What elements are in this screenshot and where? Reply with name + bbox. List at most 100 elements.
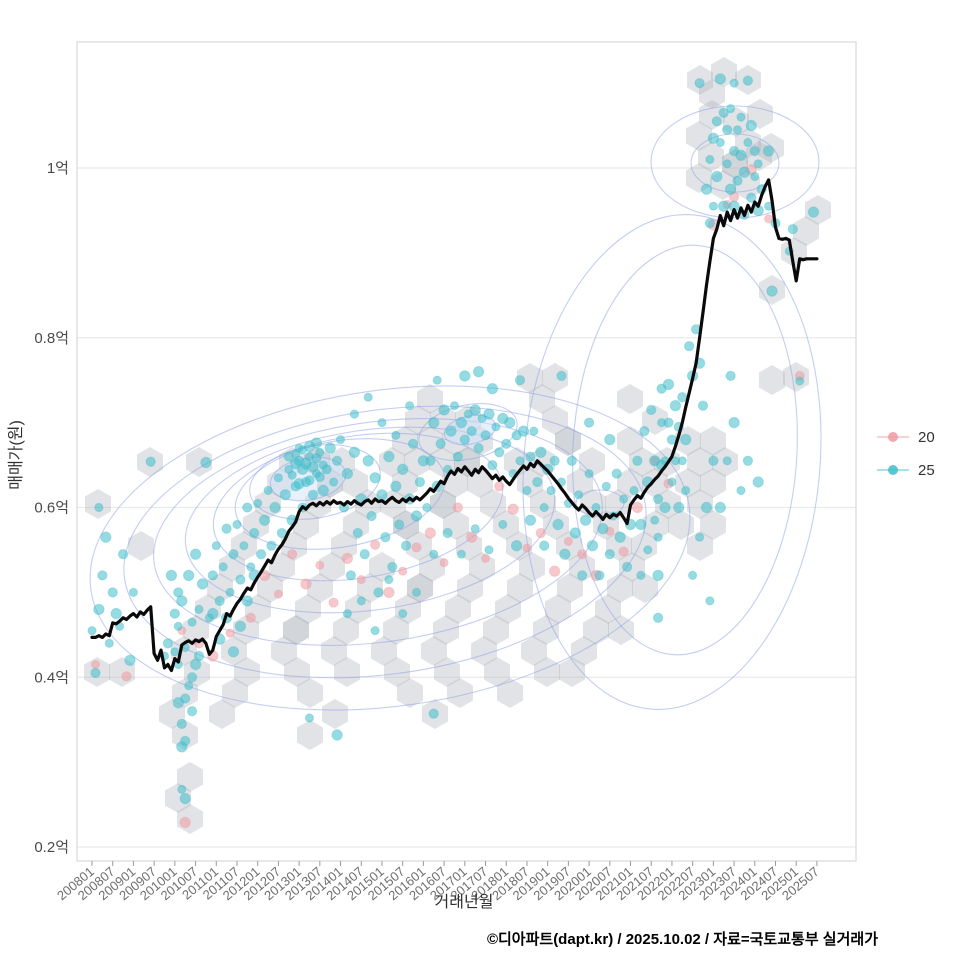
- scatter-point: [525, 451, 536, 462]
- scatter-point: [117, 549, 129, 560]
- hexbin-cell: [507, 573, 533, 603]
- scatter-point: [577, 570, 588, 581]
- kde-contour: [418, 403, 518, 461]
- kde-contour: [153, 418, 603, 646]
- scatter-point: [384, 575, 394, 585]
- scatter-point: [369, 472, 381, 484]
- legend-item-20: 20: [877, 429, 935, 446]
- hexbin-cell: [632, 573, 658, 603]
- scatter-point: [514, 375, 526, 386]
- scatter-point: [269, 501, 281, 514]
- scatter-point: [707, 132, 720, 145]
- scatter-point: [225, 628, 235, 638]
- scatter-point: [695, 532, 705, 542]
- scatter-point: [452, 451, 464, 462]
- hexbin-cell: [293, 510, 319, 540]
- scatter-point: [532, 476, 543, 488]
- scatter-point: [711, 170, 723, 183]
- scatter-point: [324, 442, 336, 454]
- scatter-point: [287, 470, 297, 480]
- hexbin-cell: [542, 363, 568, 393]
- hexbin-cell: [569, 552, 595, 582]
- scatter-point: [688, 570, 698, 581]
- scatter-point: [263, 485, 273, 496]
- hexbin-cell: [421, 636, 447, 666]
- scatter-point: [745, 119, 757, 132]
- scatter-point: [680, 433, 692, 446]
- hexbin-cell: [617, 426, 643, 456]
- hexbin-cell: [545, 594, 571, 624]
- scatter-point: [221, 523, 232, 534]
- scatter-point: [187, 617, 197, 627]
- hexbin-cell: [284, 657, 310, 687]
- scatter-point: [362, 455, 374, 467]
- scatter-point: [714, 501, 726, 514]
- scatter-point: [667, 477, 677, 487]
- hexbin-cell: [321, 636, 347, 666]
- scatter-point: [422, 502, 432, 513]
- scatter-point: [196, 578, 209, 590]
- scatter-point: [529, 426, 539, 436]
- scatter-point: [300, 578, 312, 590]
- scatter-point: [646, 404, 657, 416]
- scatter-point: [456, 549, 466, 559]
- hexbin-cell: [430, 489, 456, 519]
- scatter-point: [486, 383, 499, 395]
- scatter-point: [491, 422, 501, 432]
- hexbin-cell: [617, 384, 643, 414]
- scatter-point: [383, 450, 395, 463]
- hexbin-cell: [517, 363, 543, 393]
- scatter-point: [356, 596, 366, 606]
- hexbin-cell: [559, 657, 585, 687]
- hexbin-cell: [793, 216, 819, 246]
- scatter-point: [314, 471, 325, 483]
- scatter-point: [469, 404, 481, 416]
- kde-contour: [572, 244, 798, 656]
- scatter-point: [321, 464, 332, 475]
- kde-contour: [650, 105, 820, 219]
- scatter-point: [470, 524, 480, 534]
- scatter-point: [517, 425, 530, 437]
- scatter-point: [398, 566, 408, 576]
- hexbin-cell: [371, 636, 397, 666]
- scatter-point: [466, 425, 477, 437]
- hexbin-cell: [383, 615, 409, 645]
- scatter-point: [749, 145, 760, 157]
- scatter-point: [466, 531, 478, 543]
- scatter-point: [97, 570, 108, 581]
- y-axis: 1억 0.8억 0.6억 0.4억 0.2억: [34, 160, 69, 856]
- hexbin-cell: [407, 573, 433, 603]
- scatter-point: [546, 485, 556, 496]
- scatter-point: [193, 650, 205, 662]
- scatter-point: [245, 612, 256, 623]
- scatter-point: [724, 183, 737, 195]
- legend-dot-20-icon: [888, 432, 898, 442]
- scatter-point: [356, 575, 366, 585]
- scatter-point: [635, 518, 647, 531]
- scatter-point: [632, 455, 643, 466]
- scatter-point: [218, 562, 228, 572]
- y-tick-label: 0.4억: [34, 669, 69, 686]
- kde-contour: [522, 214, 822, 710]
- hexbin-cell: [404, 447, 430, 477]
- hexbin-cell: [222, 678, 248, 708]
- scatter-point: [729, 78, 739, 88]
- scatter-point: [722, 124, 733, 135]
- hexbin-cell: [177, 762, 203, 792]
- scatter-point: [504, 416, 516, 429]
- scatter-point: [235, 574, 246, 585]
- scatter-point: [387, 561, 398, 573]
- scatter-point: [604, 433, 616, 446]
- scatter-point: [795, 376, 805, 386]
- scatter-point: [766, 285, 778, 297]
- scatter-point: [650, 515, 660, 525]
- scatter-point: [121, 671, 132, 682]
- attribution-text: ©디아파트(dapt.kr) / 2025.10.02 / 자료=국토교통부 실…: [487, 931, 878, 948]
- scatter-point: [349, 409, 359, 419]
- scatter-point: [487, 459, 498, 471]
- y-tick-label: 1억: [47, 160, 69, 177]
- scatter-point: [341, 467, 354, 480]
- scatter-point: [228, 549, 239, 560]
- scatter-point: [594, 570, 605, 581]
- scatter-point: [614, 531, 626, 543]
